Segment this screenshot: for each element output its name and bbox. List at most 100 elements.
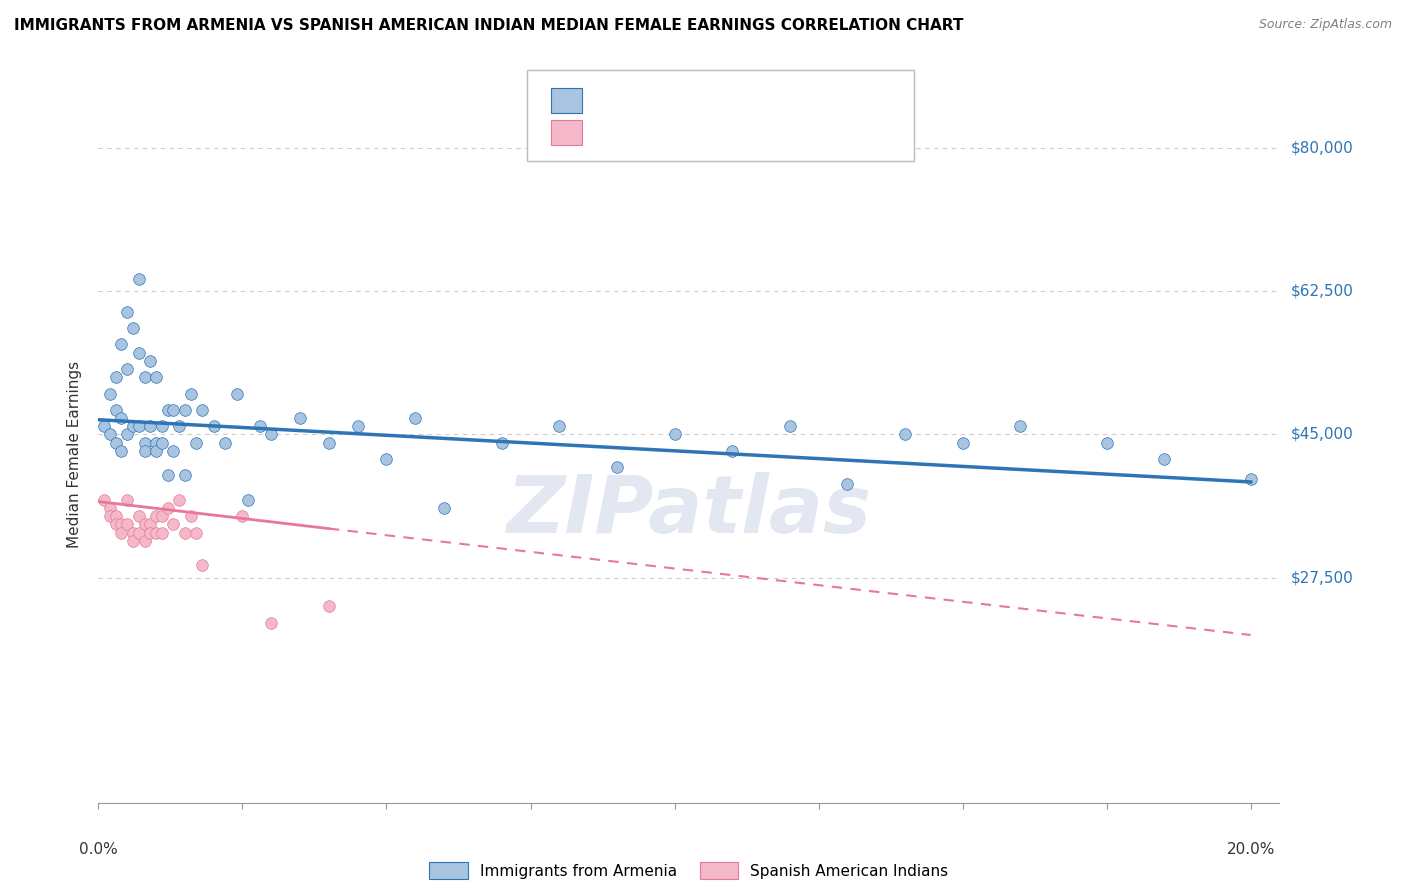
Point <box>491 435 513 450</box>
Point <box>433 501 456 516</box>
Point <box>150 435 173 450</box>
Point <box>104 370 127 384</box>
Point <box>104 517 127 532</box>
Point <box>231 509 253 524</box>
Point <box>145 443 167 458</box>
Point <box>139 517 162 532</box>
Point <box>93 419 115 434</box>
Point <box>150 509 173 524</box>
Point <box>98 501 121 516</box>
Text: 0.0%: 0.0% <box>79 842 118 856</box>
Point <box>134 435 156 450</box>
Point <box>191 558 214 573</box>
Point <box>260 427 283 442</box>
Point <box>375 452 398 467</box>
Point <box>110 337 132 351</box>
Point <box>167 492 190 507</box>
Point <box>145 509 167 524</box>
Y-axis label: Median Female Earnings: Median Female Earnings <box>67 361 83 549</box>
Point <box>104 403 127 417</box>
Point <box>721 443 744 458</box>
Text: $27,500: $27,500 <box>1291 570 1354 585</box>
Point <box>180 509 202 524</box>
Point <box>139 419 162 434</box>
Point <box>122 533 145 548</box>
Point <box>150 525 173 540</box>
Point <box>104 435 127 450</box>
Point <box>115 362 138 376</box>
Point <box>180 386 202 401</box>
Point <box>214 435 236 450</box>
Point <box>139 525 162 540</box>
Point <box>110 443 132 458</box>
Point <box>115 492 138 507</box>
Point <box>139 353 162 368</box>
Point <box>894 427 917 442</box>
Point <box>404 411 426 425</box>
Point <box>837 476 859 491</box>
Point <box>162 443 184 458</box>
Point <box>186 525 208 540</box>
Point <box>98 427 121 442</box>
Point <box>156 501 179 516</box>
Text: ZIPatlas: ZIPatlas <box>506 472 872 549</box>
Point <box>318 435 340 450</box>
Text: $45,000: $45,000 <box>1291 427 1354 442</box>
Point <box>288 411 311 425</box>
Point <box>145 370 167 384</box>
Point <box>128 345 150 359</box>
Point <box>128 272 150 286</box>
Point <box>115 304 138 318</box>
Text: Source: ZipAtlas.com: Source: ZipAtlas.com <box>1258 18 1392 31</box>
Text: N = 62: N = 62 <box>730 94 783 108</box>
Point <box>156 468 179 483</box>
Point <box>115 517 138 532</box>
Point <box>104 509 127 524</box>
Point <box>128 525 150 540</box>
Text: $62,500: $62,500 <box>1291 284 1354 299</box>
Point <box>145 435 167 450</box>
Point <box>122 321 145 335</box>
Point <box>128 419 150 434</box>
Point <box>346 419 368 434</box>
Text: R =  -0.208: R = -0.208 <box>596 126 683 140</box>
Point <box>1095 435 1118 450</box>
Point <box>1240 473 1263 487</box>
Legend: Immigrants from Armenia, Spanish American Indians: Immigrants from Armenia, Spanish America… <box>423 855 955 886</box>
Point <box>1153 452 1175 467</box>
Text: R =  -0.212: R = -0.212 <box>596 94 683 108</box>
Point <box>156 403 179 417</box>
Point <box>260 615 283 630</box>
Point <box>167 419 190 434</box>
Text: N = 31: N = 31 <box>730 126 783 140</box>
Point <box>249 419 271 434</box>
Point <box>134 533 156 548</box>
Point <box>93 492 115 507</box>
Point <box>134 517 156 532</box>
Point <box>202 419 225 434</box>
Point <box>318 599 340 614</box>
Point <box>225 386 247 401</box>
Point <box>110 411 132 425</box>
Point <box>122 525 145 540</box>
Point <box>952 435 974 450</box>
Point <box>1010 419 1032 434</box>
Point <box>173 403 195 417</box>
Text: IMMIGRANTS FROM ARMENIA VS SPANISH AMERICAN INDIAN MEDIAN FEMALE EARNINGS CORREL: IMMIGRANTS FROM ARMENIA VS SPANISH AMERI… <box>14 18 963 33</box>
Point <box>150 419 173 434</box>
Point <box>162 517 184 532</box>
Point <box>98 509 121 524</box>
Point <box>173 468 195 483</box>
Point <box>110 525 132 540</box>
Text: 20.0%: 20.0% <box>1226 842 1275 856</box>
Point <box>98 386 121 401</box>
Point <box>186 435 208 450</box>
Point <box>145 525 167 540</box>
Point <box>162 403 184 417</box>
Point <box>664 427 686 442</box>
Point <box>779 419 801 434</box>
Point <box>128 509 150 524</box>
Point <box>115 427 138 442</box>
Point <box>191 403 214 417</box>
Point <box>134 370 156 384</box>
